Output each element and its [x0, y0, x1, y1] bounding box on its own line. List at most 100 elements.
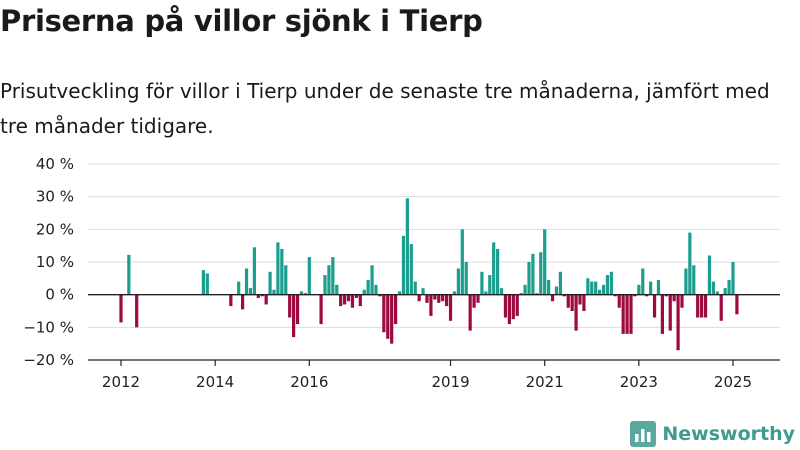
bar: [582, 294, 586, 311]
bar: [409, 244, 413, 295]
bar: [268, 271, 272, 295]
bar: [280, 248, 284, 295]
bar: [276, 242, 280, 295]
bar: [445, 294, 449, 307]
bar: [519, 293, 523, 295]
bar: [248, 288, 253, 295]
bar: [625, 294, 629, 334]
bar: [480, 271, 484, 295]
bar: [488, 275, 492, 295]
newsworthy-logo: Newsworthy: [630, 418, 795, 450]
bar: [288, 294, 292, 318]
bar: [284, 265, 288, 295]
bar: [660, 294, 664, 334]
bar: [425, 294, 429, 303]
bar: [696, 294, 700, 318]
axes: [88, 293, 780, 366]
bar: [452, 291, 457, 295]
bar: [327, 265, 331, 295]
bar: [570, 294, 574, 311]
bar: [692, 265, 696, 295]
x-tick-label: 2025: [714, 373, 752, 391]
bar: [303, 293, 307, 295]
bar: [421, 288, 425, 295]
bar: [503, 294, 508, 318]
bar: [703, 294, 708, 318]
bar: [574, 294, 578, 331]
bar: [562, 294, 566, 297]
bar: [331, 257, 335, 295]
bar: [652, 294, 657, 318]
bar: [676, 294, 680, 351]
bar: [417, 294, 421, 302]
bar: [700, 294, 704, 318]
bar: [594, 281, 598, 295]
bar: [649, 281, 653, 295]
bar: [339, 294, 343, 307]
bar: [547, 279, 551, 295]
bar: [468, 294, 472, 331]
bar: [719, 294, 723, 321]
x-tick-label: 2021: [526, 373, 564, 391]
bar: [362, 289, 366, 295]
bar: [358, 294, 362, 307]
bar: [641, 268, 645, 295]
bar-chart: −20 % −10 % 0 % 10 % 20 % 30 % 40 % 2012 2014 201…: [23, 150, 780, 391]
bar: [727, 279, 731, 295]
bar: [515, 294, 519, 316]
bar: [543, 229, 547, 295]
bar: [378, 294, 382, 297]
bar: [605, 275, 610, 295]
bar: [558, 271, 562, 295]
bar: [484, 291, 488, 295]
bar: [472, 294, 476, 308]
bar: [295, 294, 300, 325]
bar: [299, 291, 304, 295]
bar: [405, 198, 409, 295]
bar: [550, 294, 555, 302]
bar: [382, 294, 386, 333]
bar: [523, 284, 527, 295]
bar: [292, 294, 296, 338]
bar: [264, 294, 268, 305]
bar: [711, 281, 715, 295]
bar: [401, 235, 406, 295]
bar: [448, 294, 453, 321]
bar: [621, 294, 625, 334]
x-tick-label: 2019: [431, 373, 469, 391]
bar: [346, 294, 351, 302]
bar: [527, 262, 531, 295]
bar: [386, 294, 390, 339]
bar: [617, 294, 621, 308]
bar: [394, 294, 398, 325]
bar: [735, 294, 739, 315]
chart-title: Priserna på villor sjönk i Tierp: [0, 4, 483, 38]
bar: [433, 294, 437, 300]
bar: [390, 294, 394, 344]
bar: [456, 268, 460, 295]
bar: [672, 294, 676, 302]
last-value-label: −6 %: [720, 150, 761, 154]
bar: [586, 278, 590, 295]
bar: [656, 279, 661, 295]
bar: [460, 229, 464, 295]
bar: [715, 291, 719, 295]
bar: [609, 271, 613, 295]
bar: [496, 248, 500, 295]
bar: [637, 284, 641, 295]
y-tick-label: −20 %: [23, 351, 74, 369]
bar: [680, 294, 684, 308]
x-tick-label: 2016: [290, 373, 328, 391]
bar: [350, 294, 355, 308]
bar: [629, 294, 633, 334]
bar: [343, 294, 347, 305]
bar: [511, 294, 515, 320]
y-tick-label: 0 %: [45, 286, 74, 304]
bar: [241, 294, 245, 310]
bar: [237, 281, 241, 295]
bar: [492, 242, 496, 295]
x-tick-label: 2014: [196, 373, 234, 391]
bar: [539, 252, 543, 295]
bar: [370, 265, 374, 295]
bar: [645, 294, 649, 297]
